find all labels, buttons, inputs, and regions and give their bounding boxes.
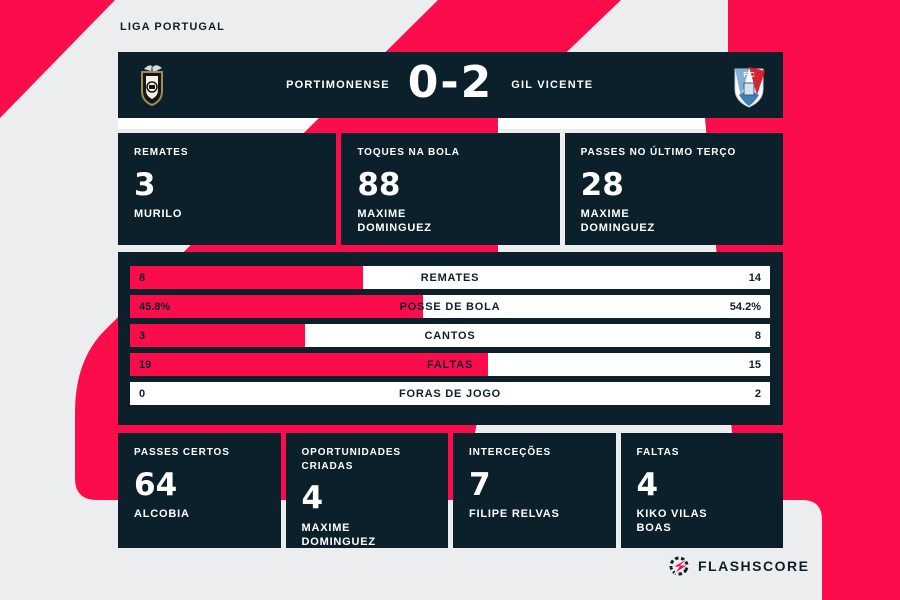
stat-player-name: MAXIME DOMINGUEZ [301, 521, 376, 548]
stat-label: OPORTUNIDADES CRIADAS [301, 447, 401, 472]
stat-player-name: FILIPE RELVAS [469, 508, 560, 521]
stat-card: FALTAS 4 KIKO VILAS BOAS [620, 433, 783, 548]
bar-text: 19 FALTAS 15 [130, 353, 770, 376]
home-share-fill [130, 324, 305, 347]
stat-card: TOQUES NA BOLA 88 MAXIME DOMINGUEZ [341, 133, 560, 245]
home-share-fill [130, 353, 488, 376]
home-share-fill [130, 295, 424, 318]
comparison-bar: 45.8% POSSE DE BOLA 54.2% [130, 295, 770, 318]
top-stats-row: REMATES 3 MURILO TOQUES NA BOLA 88 MAXIM… [118, 133, 783, 245]
stat-label: INTERCEÇÕES [469, 447, 552, 458]
bar-text: 3 CANTOS 8 [130, 324, 770, 347]
stat-value: 4 [636, 466, 659, 503]
stat-card: INTERCEÇÕES 7 FILIPE RELVAS [453, 433, 616, 548]
right-band [783, 0, 900, 600]
stat-value: 3 [134, 166, 156, 203]
bar-text: 0 FORAS DE JOGO 2 [130, 382, 770, 405]
stat-player-name: MAXIME DOMINGUEZ [580, 208, 656, 235]
match-score: 0-2 [407, 57, 494, 108]
footer-notch-shape [0, 500, 822, 600]
bar-stat-label: POSSE DE BOLA [399, 300, 501, 313]
stat-player-name: MURILO [134, 208, 183, 221]
stat-card: PASSES NO ÚLTIMO TERÇO 28 MAXIME DOMINGU… [564, 133, 783, 245]
stat-player-name: ALCOBIA [134, 508, 190, 521]
stat-card: REMATES 3 MURILO [118, 133, 337, 245]
bar-text: 8 REMATES 14 [130, 266, 770, 289]
bottom-stats-row: PASSES CERTOS 64 ALCOBIA OPORTUNIDADES C… [118, 433, 783, 548]
stat-value: 88 [357, 166, 401, 203]
bar-stat-label: CANTOS [424, 329, 476, 342]
stat-player-name: KIKO VILAS BOAS [636, 508, 708, 535]
bar-stat-label: FALTAS [427, 358, 473, 371]
home-share-fill [130, 266, 363, 289]
comparison-section: 8 REMATES 14 45.8% POSSE DE BOLA 54.2% 3… [118, 252, 783, 425]
stat-value: 28 [580, 166, 624, 203]
stat-label: REMATES [134, 147, 189, 158]
away-team-name: GIL VICENTE [511, 79, 594, 91]
brand-name: FLASHSCORE [698, 558, 810, 574]
home-value: 0 [139, 387, 146, 400]
home-value: 45.8% [139, 300, 171, 313]
portimonense-logo-icon [141, 65, 163, 107]
svg-text:F C: F C [743, 72, 754, 79]
stat-value: 4 [301, 480, 324, 516]
flashscore-icon [669, 556, 690, 576]
footer-brand: FLASHSCORE [668, 555, 809, 577]
home-side: PORTIMONENSE [130, 61, 390, 109]
away-value: 2 [754, 387, 761, 400]
comparison-bar: 8 REMATES 14 [130, 266, 770, 289]
stat-value: 64 [134, 466, 178, 503]
stat-label: FALTAS [636, 447, 680, 458]
bar-text: 45.8% POSSE DE BOLA 54.2% [130, 295, 770, 318]
stat-card: PASSES CERTOS 64 ALCOBIA [118, 433, 281, 548]
corner-triangle-shape [0, 0, 115, 118]
comparison-bar: 19 FALTAS 15 [130, 353, 770, 376]
away-side: GIL VICENTE F C [511, 61, 771, 109]
stat-player-name: MAXIME DOMINGUEZ [357, 208, 432, 235]
away-value: 14 [748, 271, 761, 284]
stat-card: OPORTUNIDADES CRIADAS 4 MAXIME DOMINGUEZ [285, 433, 448, 548]
stat-value: 7 [469, 466, 491, 503]
home-value: 8 [139, 271, 146, 284]
home-value: 19 [139, 358, 152, 371]
comparison-bar: 0 FORAS DE JOGO 2 [130, 382, 770, 405]
comparison-bar: 3 CANTOS 8 [130, 324, 770, 347]
stat-label: TOQUES NA BOLA [357, 147, 460, 158]
bar-stat-label: FORAS DE JOGO [398, 387, 502, 400]
home-value: 3 [139, 329, 146, 342]
away-value: 54.2% [729, 300, 761, 313]
home-team-name: PORTIMONENSE [286, 79, 390, 91]
gil-vicente-logo-icon: F C [734, 67, 765, 108]
league-title: LIGA PORTUGAL [120, 21, 225, 33]
away-value: 15 [748, 358, 761, 371]
stat-label: PASSES CERTOS [134, 447, 230, 458]
stat-label: PASSES NO ÚLTIMO TERÇO [580, 147, 737, 158]
bar-stat-label: REMATES [420, 271, 480, 284]
score-header: PORTIMONENSE 0-2 GIL VICENTE F C [118, 52, 783, 118]
away-value: 8 [754, 329, 761, 342]
